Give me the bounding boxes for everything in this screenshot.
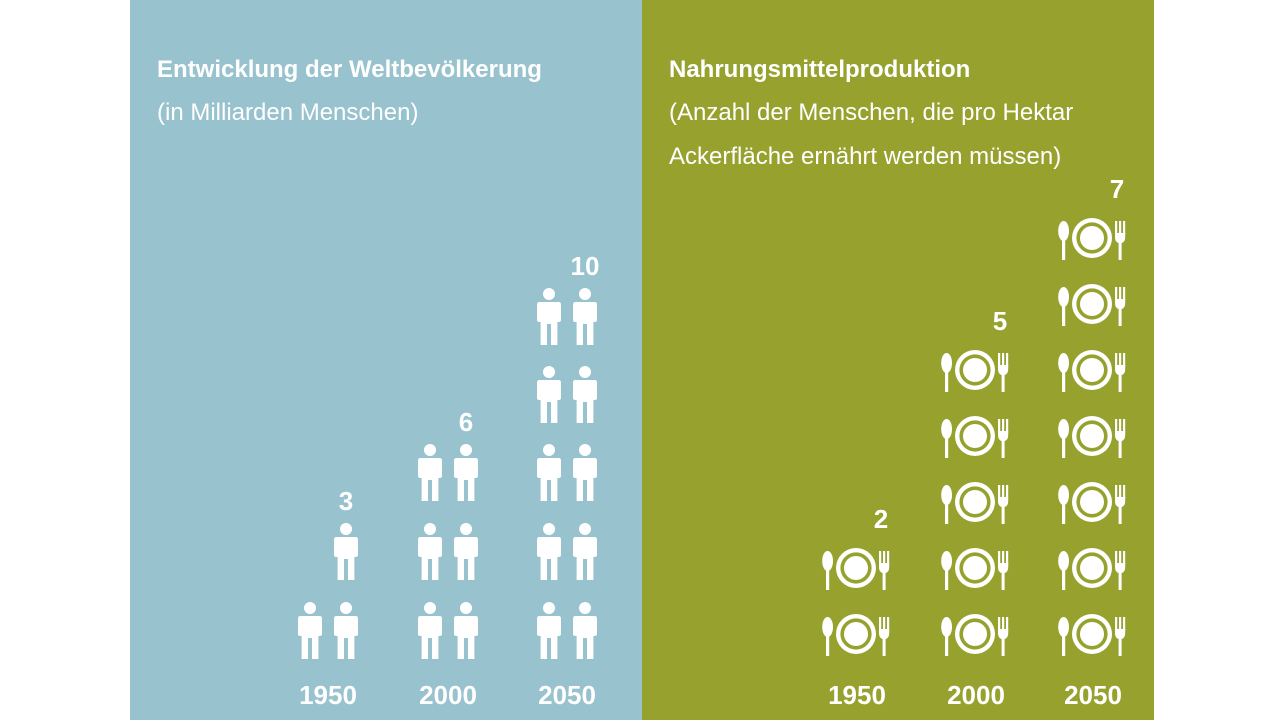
person-icon <box>537 444 561 501</box>
plate-cutlery-icon <box>1058 350 1126 392</box>
value-label: 3 <box>339 486 353 516</box>
person-icon <box>454 444 478 501</box>
plate-cutlery-icon <box>1058 218 1126 260</box>
person-icon <box>537 366 561 423</box>
pictograph-plot: 3 1950 6 2000 10 2050 <box>298 251 600 710</box>
person-icon <box>573 288 597 345</box>
person-icon <box>298 602 322 659</box>
category-label: 1950 <box>828 680 886 710</box>
chart-title: Nahrungsmittelproduktion <box>669 56 971 83</box>
person-icon <box>573 444 597 501</box>
category-label: 2000 <box>947 680 1005 710</box>
plate-cutlery-icon <box>941 416 1009 458</box>
plate-cutlery-icon <box>941 482 1009 524</box>
person-icon <box>537 602 561 659</box>
chart-title: Entwicklung der Weltbevölkerung <box>157 56 542 83</box>
value-label: 7 <box>1110 174 1124 204</box>
person-icon <box>334 523 358 580</box>
person-icon <box>418 602 442 659</box>
chart-subtitle: (Anzahl der Menschen, die pro Hektar Ack… <box>669 99 1074 170</box>
pictograph-plot: 2 1950 5 2000 7 2050 <box>822 174 1126 710</box>
chart-population: Entwicklung der Weltbevölkerung (in Mill… <box>130 0 642 720</box>
plate-cutlery-icon <box>822 548 890 590</box>
category-label: 2000 <box>419 680 477 710</box>
person-icon <box>454 523 478 580</box>
value-label: 2 <box>874 504 888 534</box>
plate-cutlery-icon <box>1058 482 1126 524</box>
person-icon <box>573 366 597 423</box>
person-icon <box>418 523 442 580</box>
person-icon <box>418 444 442 501</box>
value-label: 6 <box>459 407 473 437</box>
person-icon <box>537 523 561 580</box>
value-label: 5 <box>993 306 1007 336</box>
plate-cutlery-icon <box>822 614 890 656</box>
person-icon <box>573 523 597 580</box>
plate-cutlery-icon <box>941 614 1009 656</box>
plate-cutlery-icon <box>1058 614 1126 656</box>
category-label: 2050 <box>1064 680 1122 710</box>
chart-subtitle: (in Milliarden Menschen) <box>157 99 419 126</box>
plate-cutlery-icon <box>1058 416 1126 458</box>
category-label: 2050 <box>538 680 596 710</box>
plate-cutlery-icon <box>1058 284 1126 326</box>
plate-cutlery-icon <box>941 350 1009 392</box>
chart-food-production: Nahrungsmittelproduktion (Anzahl der Men… <box>642 0 1154 720</box>
category-label: 1950 <box>299 680 357 710</box>
person-icon <box>334 602 358 659</box>
person-icon <box>573 602 597 659</box>
plate-cutlery-icon <box>1058 548 1126 590</box>
person-icon <box>454 602 478 659</box>
plate-cutlery-icon <box>941 548 1009 590</box>
value-label: 10 <box>571 251 600 281</box>
person-icon <box>537 288 561 345</box>
